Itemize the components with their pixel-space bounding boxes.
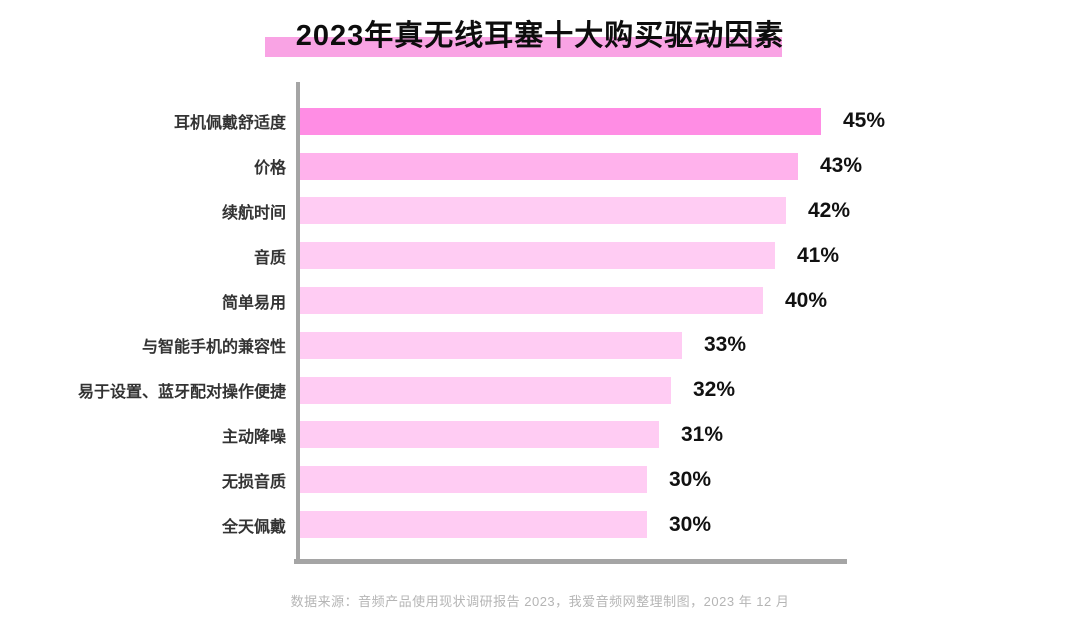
- chart-row: 全天佩戴 30%: [0, 502, 1080, 547]
- category-label: 全天佩戴: [221, 518, 286, 536]
- chart-row: 易于设置、蓝牙配对操作便捷 32%: [0, 368, 1080, 413]
- bar: [300, 242, 775, 270]
- value-label: 33%: [704, 333, 747, 357]
- bar: [300, 107, 821, 135]
- category-label: 音质: [253, 249, 286, 267]
- value-label: 45%: [843, 109, 886, 133]
- value-label: 42%: [808, 198, 851, 222]
- bar-chart: 耳机佩戴舒适度 45% 价格 43% 续航时间 42% 音质 41% 简单易用 40% 与智能手机的…: [0, 82, 1080, 564]
- bar: [300, 152, 798, 180]
- chart-row: 无损音质 30%: [0, 457, 1080, 502]
- category-label: 简单易用: [221, 294, 286, 312]
- chart-row: 主动降噪 31%: [0, 413, 1080, 458]
- value-label: 32%: [693, 378, 736, 402]
- y-axis-line: [296, 82, 300, 564]
- bar: [300, 376, 671, 404]
- value-label: 40%: [785, 288, 828, 312]
- chart-row: 与智能手机的兼容性 33%: [0, 323, 1080, 368]
- value-label: 31%: [681, 422, 724, 446]
- category-label: 续航时间: [221, 204, 286, 222]
- page-title: 2023年真无线耳塞十大购买驱动因素: [295, 20, 785, 52]
- chart-row: 续航时间 42%: [0, 189, 1080, 234]
- value-label: 41%: [797, 243, 840, 267]
- title-highlight-bar: [265, 37, 782, 57]
- value-label: 43%: [820, 154, 863, 178]
- category-label: 主动降噪: [221, 428, 286, 446]
- bar-rows: 耳机佩戴舒适度 45% 价格 43% 续航时间 42% 音质 41% 简单易用 40% 与智能手机的…: [0, 99, 1080, 547]
- bar: [300, 466, 647, 494]
- bar: [300, 287, 763, 315]
- category-label: 易于设置、蓝牙配对操作便捷: [77, 384, 286, 402]
- category-label: 价格: [253, 160, 286, 178]
- bar: [300, 421, 659, 449]
- category-label: 与智能手机的兼容性: [141, 339, 286, 357]
- chart-row: 价格 43%: [0, 144, 1080, 189]
- data-source-note: 数据来源：音频产品使用现状调研报告 2023，我爱音频网整理制图，2023 年 …: [290, 594, 790, 609]
- category-label: 耳机佩戴舒适度: [173, 115, 286, 133]
- bar: [300, 197, 786, 225]
- bar: [300, 331, 682, 359]
- chart-row: 耳机佩戴舒适度 45%: [0, 99, 1080, 144]
- value-label: 30%: [669, 512, 712, 536]
- x-axis-line: [294, 559, 847, 564]
- bar: [300, 511, 647, 539]
- category-label: 无损音质: [221, 473, 286, 491]
- chart-row: 简单易用 40%: [0, 278, 1080, 323]
- chart-row: 音质 41%: [0, 233, 1080, 278]
- value-label: 30%: [669, 467, 712, 491]
